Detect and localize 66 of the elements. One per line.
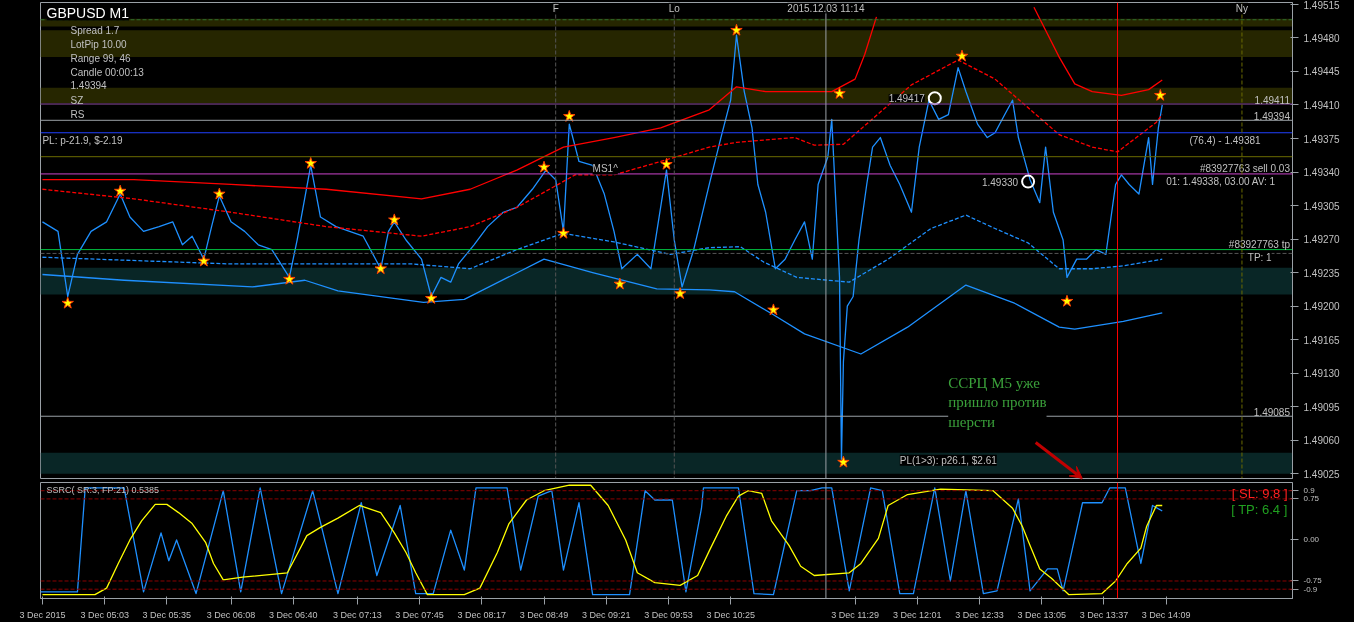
- x-tick-label: 3 Dec 14:09: [1141, 609, 1191, 620]
- y-tick-label: 1.49270: [1303, 234, 1341, 246]
- x-tick-label: 3 Dec 06:40: [268, 609, 318, 620]
- annotation: (76.4) - 1.49381: [1189, 134, 1262, 146]
- x-tick-label: 3 Dec 13:37: [1079, 609, 1129, 620]
- x-tick-label: 3 Dec 09:53: [644, 609, 693, 620]
- x-tick-label: 3 Dec 07:13: [333, 609, 382, 620]
- y-tick-label: -0.75: [1303, 576, 1323, 586]
- x-tick-label: 3 Dec 05:35: [142, 609, 192, 620]
- annotation: Candle 00:00:13: [70, 66, 145, 78]
- annotation: Range 99, 46: [70, 52, 131, 64]
- y-tick-label: 0.00: [1303, 535, 1320, 545]
- x-tick-label: 3 Dec 09:21: [581, 609, 631, 620]
- y-tick-label: 1.49025: [1303, 468, 1341, 480]
- annotation: TP: 1: [1247, 251, 1273, 263]
- annotation: LotPip 10.00: [70, 38, 128, 50]
- annotation: PL(1>3): p26.1, $2.61: [899, 454, 998, 466]
- y-tick-label: 1.49375: [1303, 133, 1341, 145]
- annotation: 1.49330: [981, 176, 1019, 188]
- y-tick-label: 0.75: [1303, 494, 1320, 504]
- y-tick-label: 1.49165: [1303, 334, 1341, 346]
- ref-line-label: #83927763 sell 0.03: [1199, 162, 1291, 174]
- annotation: MS1^: [592, 163, 619, 175]
- x-tick-label: 3 Dec 12:33: [955, 609, 1004, 620]
- x-tick-label: 3 Dec 11:29: [831, 609, 880, 620]
- y-tick-label: 1.49130: [1303, 368, 1341, 380]
- annotation: RS: [70, 108, 85, 120]
- ref-line-label: #83927763 tp: [1228, 238, 1291, 250]
- annotation: [ TP: 6.4 ]: [1231, 502, 1288, 518]
- x-tick-label: 3 Dec 2015: [19, 609, 66, 620]
- ref-line-label: 1.49394: [1253, 111, 1291, 123]
- annotation: 01: 1.49338, 03.00 AV: 1: [1166, 175, 1276, 187]
- annotation: 1.49394: [70, 79, 108, 91]
- y-tick-label: -0.9: [1303, 584, 1318, 594]
- ref-line-label: F: [552, 2, 559, 14]
- x-tick-label: 3 Dec 13:05: [1017, 609, 1066, 620]
- y-tick-label: 0.9: [1303, 486, 1316, 496]
- y-tick-label: 1.49410: [1303, 99, 1341, 111]
- y-tick-label: 1.49095: [1303, 401, 1341, 413]
- annotation: 1.49417: [888, 93, 926, 105]
- ref-line-label: Lo: [668, 2, 681, 14]
- x-tick-label: 3 Dec 12:01: [893, 609, 942, 620]
- y-tick-label: 1.49060: [1303, 435, 1341, 447]
- annotation: [ SL: 9.8 ]: [1231, 486, 1288, 502]
- y-tick-label: 1.49480: [1303, 32, 1341, 44]
- y-tick-label: 1.49305: [1303, 200, 1341, 212]
- x-tick-label: 3 Dec 08:17: [457, 609, 507, 620]
- x-tick-label: 3 Dec 06:08: [206, 609, 256, 620]
- annotation: PL: p-21.9, $-2.19: [42, 134, 123, 146]
- ref-line-label: 1.49411: [1254, 95, 1291, 107]
- y-tick-label: 1.49445: [1303, 66, 1341, 78]
- chart-title: GBPUSD M1: [46, 4, 130, 21]
- x-tick-label: 3 Dec 08:49: [519, 609, 569, 620]
- annotation: ССРЦ M5 уже пришло против шерсти: [948, 375, 1047, 430]
- x-tick-label: 3 Dec 07:45: [395, 609, 444, 620]
- x-tick-label: 3 Dec 10:25: [706, 609, 755, 620]
- ref-line-label: Ny: [1235, 2, 1249, 14]
- y-tick-label: 1.49515: [1303, 0, 1341, 11]
- y-tick-label: 1.49235: [1303, 267, 1341, 279]
- x-tick-label: 3 Dec 05:03: [80, 609, 129, 620]
- ref-line-label: 2015.12.03 11:14: [787, 2, 865, 14]
- annotation: SZ: [70, 94, 84, 106]
- annotation: Spread 1.7: [70, 24, 120, 36]
- y-tick-label: 1.49340: [1303, 167, 1341, 179]
- y-tick-label: 1.49200: [1303, 301, 1341, 313]
- ref-line-label: 1.49085: [1253, 407, 1291, 419]
